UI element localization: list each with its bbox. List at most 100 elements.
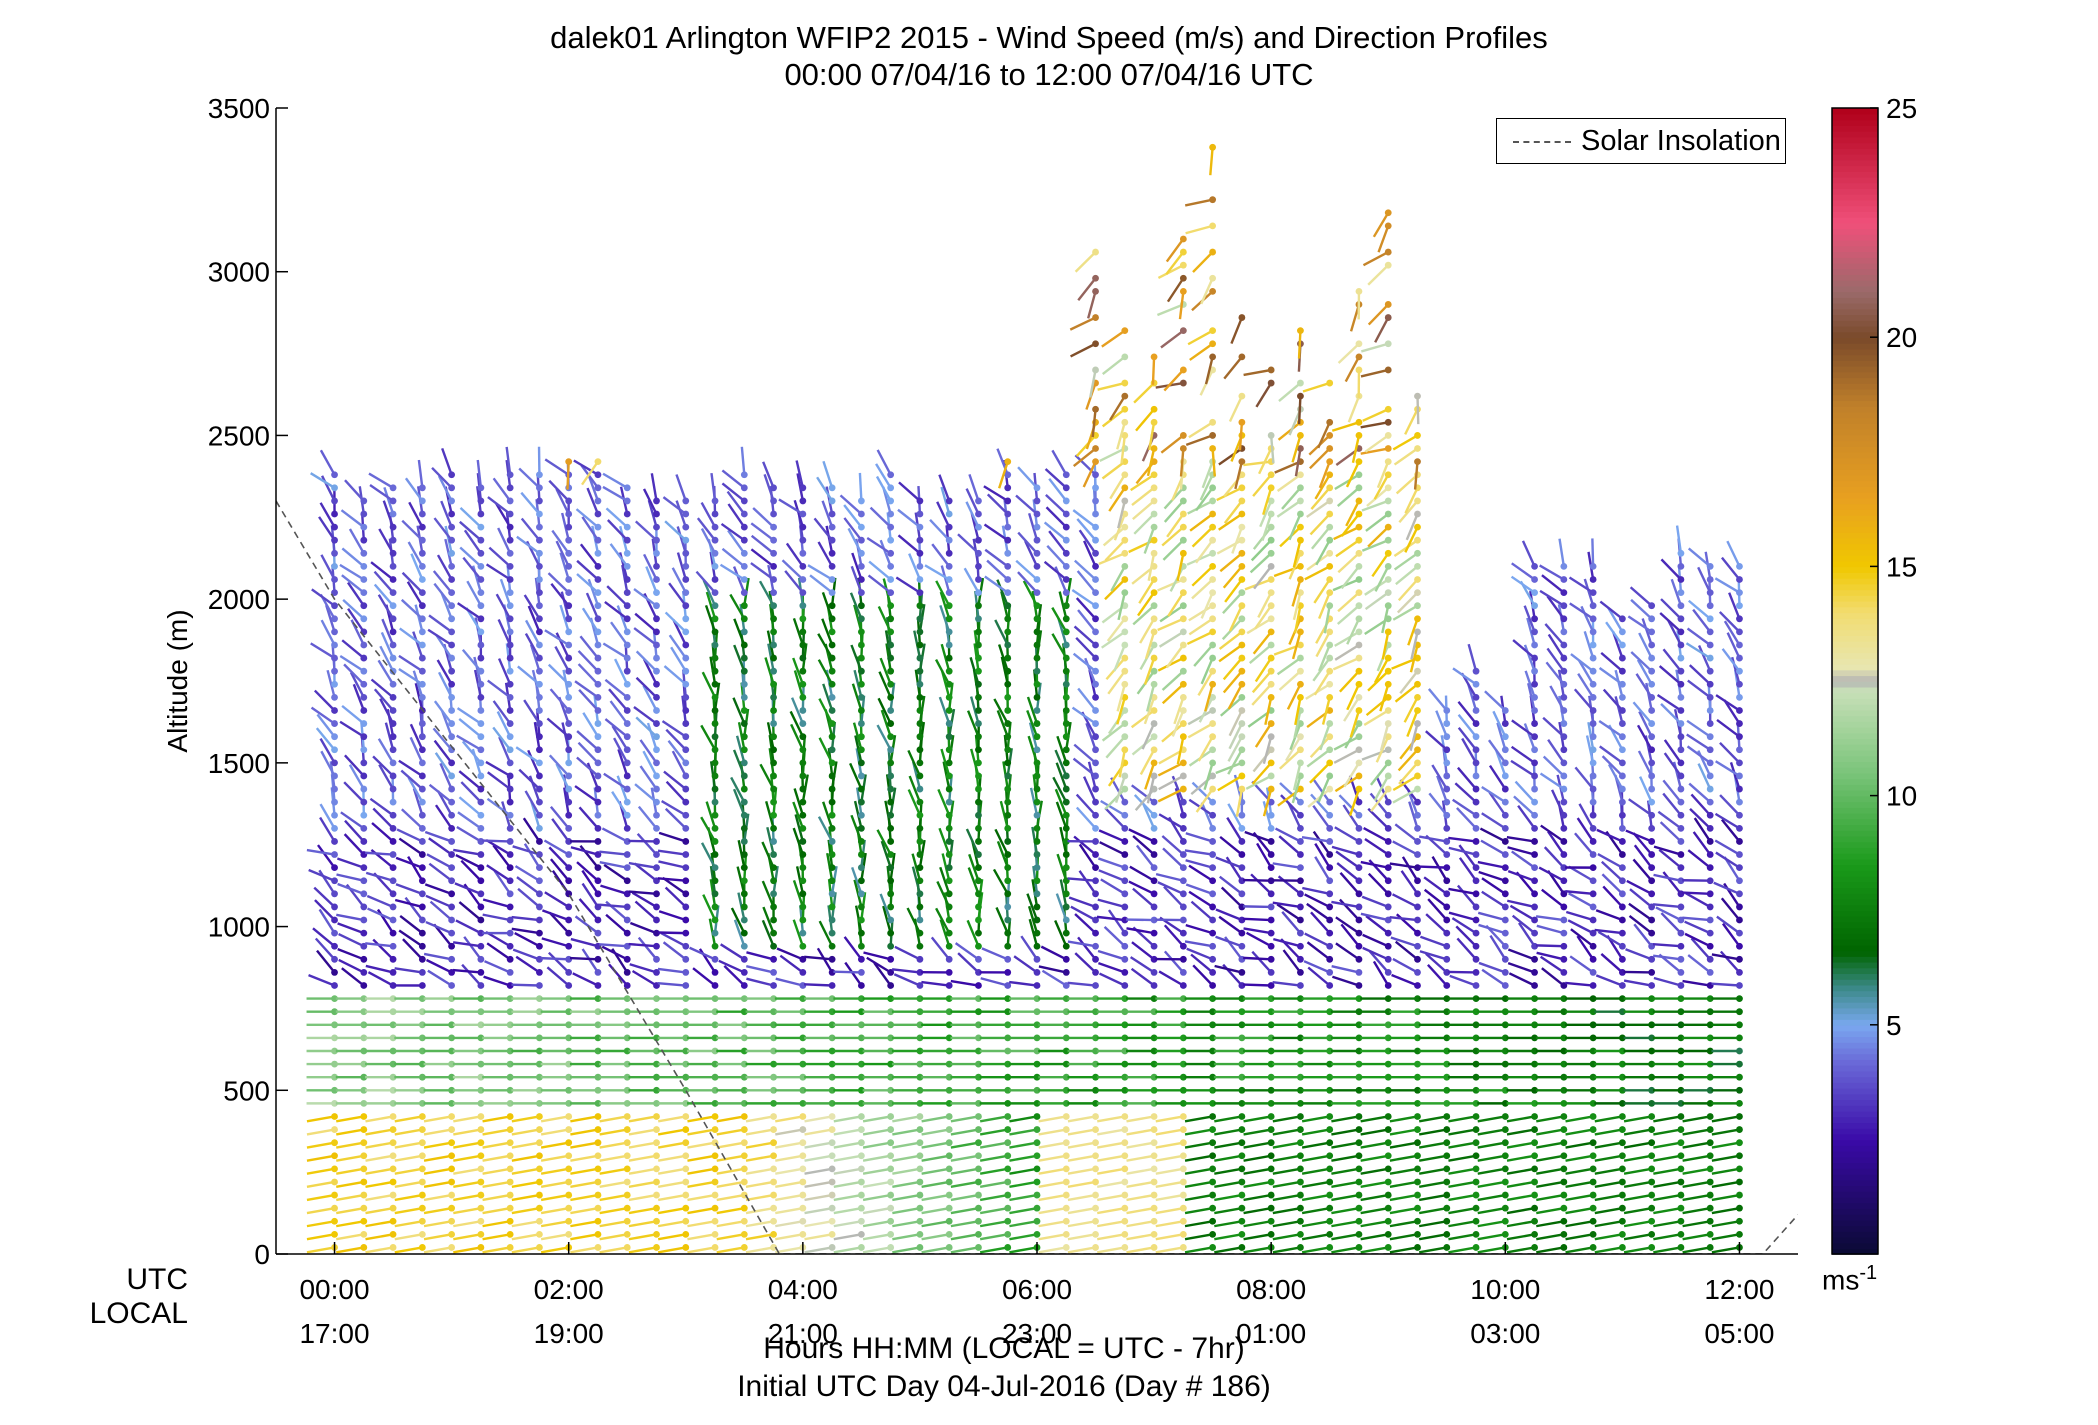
wind-barb: [384, 722, 395, 751]
wind-barb-point: [1121, 615, 1129, 623]
wind-barb: [1211, 448, 1216, 477]
wind-barb: [546, 966, 570, 987]
wind-barb: [321, 475, 336, 502]
wind-barb-point: [1267, 432, 1275, 439]
wind-barb-point: [770, 1113, 777, 1120]
wind-barb: [937, 788, 951, 816]
wind-barb: [433, 700, 453, 725]
wind-barb: [1227, 749, 1243, 775]
wind-barb: [1159, 604, 1185, 623]
wind-barb: [505, 446, 512, 475]
wind-barb-point: [1209, 1126, 1217, 1133]
wind-barb: [1250, 873, 1272, 895]
wind-barb: [497, 658, 512, 685]
wind-barb-point: [1062, 929, 1070, 937]
wind-barb: [394, 1233, 423, 1241]
wind-barb-point: [1179, 1008, 1187, 1016]
wind-barb: [979, 1193, 1008, 1202]
wind-barb-point: [1384, 301, 1392, 308]
wind-barb-point: [506, 707, 514, 714]
wind-barb-point: [916, 811, 924, 819]
wind-barb-point: [653, 707, 660, 714]
wind-barb-point: [536, 982, 543, 989]
wind-barb-point: [1501, 824, 1509, 832]
wind-barb: [1126, 1233, 1155, 1241]
wind-barb-point: [1033, 995, 1041, 1003]
wind-barb-point: [1501, 785, 1509, 793]
wind-barb: [862, 1154, 891, 1162]
wind-barb-point: [448, 1021, 456, 1029]
wind-barb-point: [536, 851, 543, 858]
wind-barb-point: [594, 1204, 602, 1212]
wind-barb-point: [1209, 432, 1217, 439]
wind-barb: [1097, 1167, 1126, 1175]
wind-barb-point: [916, 864, 924, 872]
wind-barb-point: [945, 1126, 953, 1133]
wind-barb: [1343, 762, 1360, 788]
wind-barb: [1272, 1246, 1301, 1254]
wind-barb-point: [389, 1191, 397, 1199]
wind-barb-point: [1267, 563, 1275, 570]
wind-barb: [732, 566, 746, 594]
wind-barb-point: [1209, 1165, 1217, 1173]
wind-barb-point: [1209, 733, 1217, 741]
wind-barb-point: [506, 563, 514, 570]
wind-barb: [1132, 604, 1155, 626]
wind-barb-point: [1384, 549, 1392, 557]
wind-barb-point: [1179, 1217, 1187, 1225]
wind-barb-point: [887, 811, 895, 819]
wind-barb-point: [594, 1165, 602, 1173]
wind-barb-point: [1501, 1178, 1509, 1186]
wind-barb-point: [740, 903, 748, 911]
wind-barb-point: [887, 1113, 895, 1120]
wind-barb: [1225, 856, 1243, 882]
wind-barb-point: [448, 536, 456, 544]
wind-barb-point: [1033, 576, 1041, 583]
wind-barb-point: [916, 851, 924, 858]
wind-barb-point: [1179, 1034, 1187, 1042]
wind-barb-point: [828, 1073, 836, 1081]
wind-barb: [849, 592, 863, 620]
wind-barb: [785, 542, 804, 568]
wind-barb-point: [418, 877, 426, 885]
wind-barb: [1336, 862, 1360, 882]
wind-barb-point: [682, 654, 690, 662]
wind-barb-point: [653, 720, 660, 727]
wind-barb-point: [857, 707, 865, 714]
wind-barb: [804, 1193, 833, 1202]
wind-barb: [833, 1180, 862, 1189]
wind-barb: [435, 634, 453, 659]
wind-barb-point: [857, 1217, 865, 1225]
wind-barb-point: [565, 838, 573, 845]
wind-barb: [336, 1115, 365, 1123]
wind-barb: [1338, 670, 1360, 693]
wind-barb-point: [477, 759, 485, 767]
wind-barb: [710, 472, 717, 502]
wind-barb: [1038, 1154, 1067, 1162]
wind-barb: [318, 516, 336, 541]
wind-barb-point: [1326, 654, 1334, 662]
wind-barb-point: [1150, 772, 1158, 780]
wind-barb-point: [477, 497, 485, 505]
wind-barb: [1312, 778, 1331, 803]
wind-barb-point: [1326, 733, 1334, 741]
wind-barb-point: [1121, 1204, 1129, 1212]
wind-barb-point: [653, 759, 660, 767]
wind-barb-point: [389, 1178, 397, 1186]
wind-barb-point: [1414, 903, 1421, 911]
wind-barb-point: [740, 982, 748, 989]
wind-barb-point: [711, 1086, 719, 1094]
wind-barb-point: [887, 1073, 895, 1081]
wind-barb-point: [1209, 353, 1217, 361]
wind-barb-point: [594, 759, 602, 767]
wind-barb-point: [448, 1099, 456, 1107]
wind-barb: [1301, 1141, 1330, 1149]
wind-barb-point: [1472, 759, 1480, 767]
wind-barb-point: [1384, 484, 1392, 492]
wind-barb: [523, 594, 541, 620]
wind-barb: [1331, 1246, 1360, 1254]
wind-barb: [1187, 722, 1214, 739]
wind-barb: [427, 628, 453, 646]
wind-barb-point: [1472, 1099, 1480, 1107]
wind-barb: [437, 475, 453, 502]
